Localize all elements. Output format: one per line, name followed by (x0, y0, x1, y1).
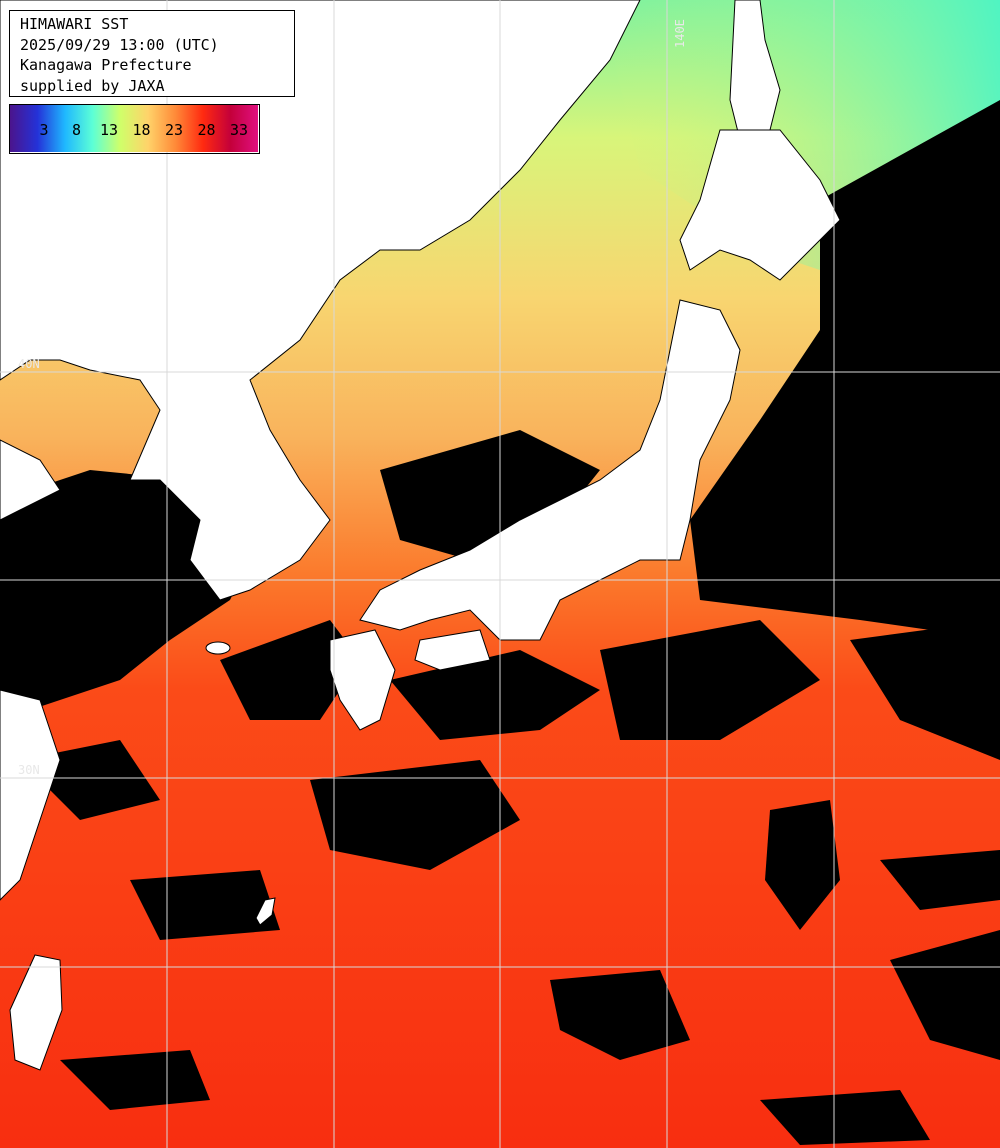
colorbar-gradient (10, 105, 258, 152)
colorbar-tick-label: 18 (132, 121, 150, 139)
land-hokkaido (679, 129, 841, 281)
land-taiwan (9, 954, 63, 1071)
colorbar-tick-label: 28 (197, 121, 215, 139)
land-honshu (359, 299, 741, 641)
cloud-cover (0, 100, 1000, 1145)
colorbar-legend: 3 8 13 18 23 28 33 (9, 104, 260, 154)
map-title-box: HIMAWARI SST 2025/09/29 13:00 (UTC) Kana… (9, 10, 295, 97)
colorbar-tick-label: 13 (100, 121, 118, 139)
title-credit: supplied by JAXA (20, 76, 165, 95)
land-sakhalin (729, 0, 781, 141)
colorbar-tick-label: 3 (39, 121, 48, 139)
title-product: HIMAWARI SST (20, 15, 129, 33)
land-okinawa (255, 897, 276, 926)
colorbar-tick-label: 8 (72, 121, 81, 139)
land-china-east-coast (0, 689, 61, 901)
title-region: Kanagawa Prefecture (20, 56, 192, 74)
land-shikoku (414, 629, 491, 671)
title-datetime: 2025/09/29 13:00 (UTC) (20, 35, 219, 54)
graticule-label-140e: 140E (673, 19, 687, 48)
land-kyushu (329, 629, 396, 731)
colorbar-tick-label: 23 (165, 121, 183, 139)
graticule-label-30n: 30N (18, 763, 40, 777)
land-jeju (205, 641, 231, 655)
colorbar-tick-label: 33 (230, 121, 248, 139)
land-shandong-coast (0, 439, 61, 521)
graticule-label-40n: 40N (18, 357, 40, 371)
